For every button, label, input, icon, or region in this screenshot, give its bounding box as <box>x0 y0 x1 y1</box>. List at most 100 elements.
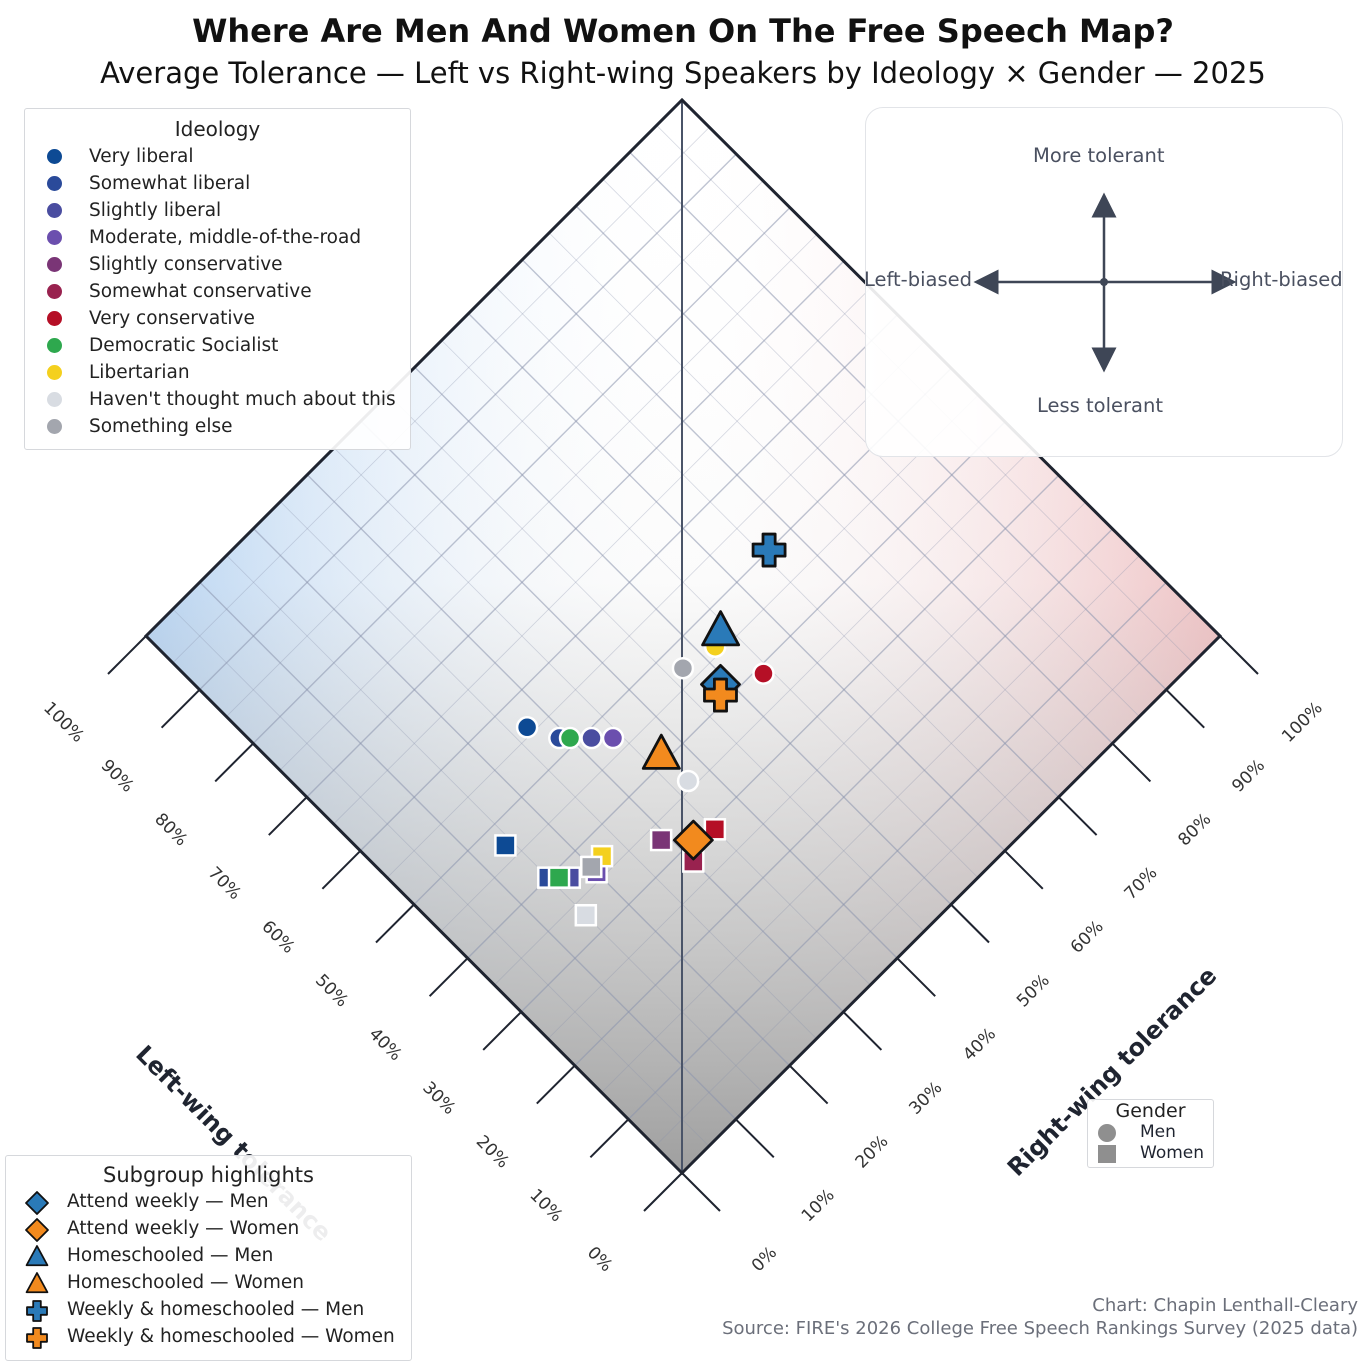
left-axis-tick <box>589 1118 630 1159</box>
right-axis-tick-label: 80% <box>1174 809 1215 850</box>
left-axis-tick <box>268 796 308 836</box>
legend-label: Attend weekly — Men <box>67 1191 269 1212</box>
ideology-legend-item: Very liberal <box>25 143 410 170</box>
right-axis-tick <box>1219 635 1259 675</box>
left-axis-tick <box>428 957 469 997</box>
legend-swatch <box>47 392 62 407</box>
left-axis-tick-label: 90% <box>97 756 138 797</box>
chart-title: Where Are Men And Women On The Free Spee… <box>192 12 1174 50</box>
ideology-legend-item: Haven't thought much about this <box>25 386 410 413</box>
legend-swatch <box>47 203 62 218</box>
grid-line <box>359 313 899 852</box>
right-axis-tick-label: 60% <box>1067 917 1108 958</box>
left-axis-tick <box>643 1172 683 1212</box>
legend-swatch <box>47 338 62 353</box>
legend-swatch <box>47 230 62 245</box>
gender-women-label: Women <box>1140 1143 1205 1163</box>
point-men <box>515 716 539 739</box>
highlight-diamond <box>672 819 714 861</box>
highlight-legend-item: Homeschooled — Men <box>6 1242 411 1269</box>
point-men <box>558 726 582 750</box>
left-axis-tick-label: 20% <box>472 1132 513 1173</box>
point-men <box>752 662 775 685</box>
grid-line <box>172 125 712 664</box>
legend-label: Homeschooled — Men <box>67 1245 274 1266</box>
right-axis-tick-label: 0% <box>748 1243 781 1276</box>
legend-swatch <box>47 149 62 164</box>
compass-legend: More tolerant Less tolerant Left-biased … <box>864 107 1343 457</box>
highlight-legend-item: Weekly & homeschooled — Men <box>6 1296 411 1323</box>
legend-label: Weekly & homeschooled — Women <box>67 1326 395 1347</box>
legend-label: Attend weekly — Women <box>67 1218 300 1239</box>
left-axis-tick <box>375 903 415 944</box>
grid-line <box>441 340 979 878</box>
right-axis-tick-label: 40% <box>959 1024 1000 1065</box>
legend-label: Haven't thought much about this <box>89 389 396 410</box>
grid-line <box>468 313 1006 852</box>
right-axis-tick <box>842 1011 883 1051</box>
left-axis-tick-label: 70% <box>204 863 245 904</box>
compass-left-label: Left-biased <box>864 268 973 291</box>
point-women <box>547 866 571 889</box>
right-axis-tick-label: 30% <box>905 1078 946 1119</box>
chart-credit: Chart: Chapin Lenthall-Cleary <box>1092 1295 1358 1316</box>
gender-men-label: Men <box>1140 1122 1176 1142</box>
point-women <box>574 903 598 927</box>
ideology-legend-item: Slightly conservative <box>25 251 410 278</box>
highlight-triangle <box>641 733 681 770</box>
diamond-icon <box>25 1191 49 1215</box>
legend-label: Slightly liberal <box>89 200 222 221</box>
ideology-legend-item: Somewhat conservative <box>25 278 410 305</box>
left-axis-tick <box>482 1011 522 1051</box>
right-axis-tick-label: 90% <box>1228 756 1269 797</box>
left-axis-tick-label: 10% <box>526 1185 567 1226</box>
left-axis-tick-label: 40% <box>365 1024 406 1065</box>
left-axis-tick-label: 50% <box>311 971 352 1012</box>
plus-icon <box>26 1300 48 1322</box>
legend-label: Very liberal <box>89 146 194 167</box>
left-axis-tick-label: 0% <box>583 1243 616 1276</box>
gender-men-entry: Men <box>1088 1122 1213 1143</box>
legend-swatch <box>47 284 62 299</box>
right-axis-tick-label: 10% <box>798 1185 839 1226</box>
left-axis-tick-label: 60% <box>258 917 299 958</box>
ideology-legend-item: Very conservative <box>25 305 410 332</box>
plus-icon <box>26 1327 48 1349</box>
left-axis-tick <box>321 850 362 890</box>
diamond-icon <box>25 1218 49 1242</box>
right-axis-tick <box>950 903 990 944</box>
grid-line <box>279 232 819 771</box>
point-women <box>580 855 603 879</box>
ideology-legend-item: Something else <box>25 413 410 440</box>
ideology-legend: Ideology Very liberal Somewhat liberal Sli… <box>24 108 411 450</box>
highlights-legend-title: Subgroup highlights <box>103 1163 314 1187</box>
grid-line <box>575 205 1113 744</box>
right-axis-tick-label: 70% <box>1121 863 1162 904</box>
legend-label: Very conservative <box>89 308 255 329</box>
ideology-legend-item: Slightly liberal <box>25 197 410 224</box>
left-axis-tick <box>107 635 147 675</box>
compass-up-label: More tolerant <box>1033 144 1165 167</box>
circle-marker-icon <box>1098 1124 1116 1142</box>
legend-label: Somewhat liberal <box>89 173 251 194</box>
highlight-legend-item: Weekly & homeschooled — Women <box>6 1323 411 1350</box>
grid-line <box>522 259 1060 798</box>
grid-line <box>306 259 846 798</box>
legend-swatch <box>47 365 62 380</box>
highlights-legend: Subgroup highlights Attend weekly — Men A… <box>5 1155 412 1361</box>
point-men <box>676 769 700 793</box>
highlight-plus <box>703 677 738 713</box>
highlight-points <box>641 532 787 861</box>
point-men <box>601 726 625 750</box>
chart-source: Source: FIRE's 2026 College Free Speech … <box>722 1318 1358 1339</box>
square-marker-icon <box>1098 1145 1116 1163</box>
highlight-legend-item: Attend weekly — Women <box>6 1215 411 1242</box>
legend-label: Homeschooled — Women <box>67 1272 304 1293</box>
grid-line <box>386 340 926 878</box>
point-women <box>494 834 517 857</box>
point-men <box>580 726 603 750</box>
compass-down-label: Less tolerant <box>1037 394 1163 417</box>
right-axis-tick-label: 100% <box>1278 698 1327 747</box>
legend-swatch <box>47 311 62 326</box>
right-axis-tick <box>1111 742 1152 783</box>
